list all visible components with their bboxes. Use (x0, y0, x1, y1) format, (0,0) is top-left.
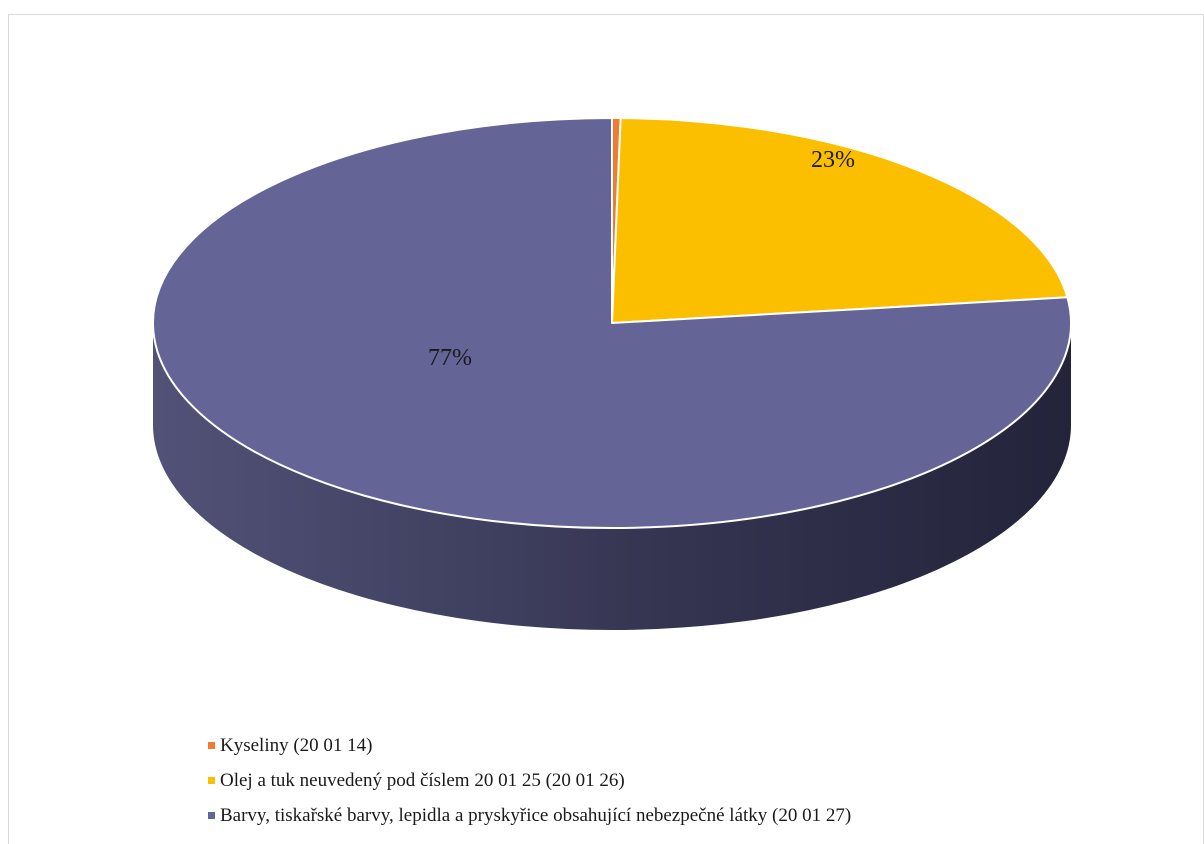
legend-swatch-kyseliny (208, 742, 215, 749)
legend-label-barvy: Barvy, tiskařské barvy, lepidla a prysky… (220, 804, 852, 826)
legend-label-kyseliny: Kyseliny (20 01 14) (220, 734, 373, 756)
legend-label-olej: Olej a tuk neuvedený pod číslem 20 01 25… (220, 769, 625, 791)
pie-top-slices (152, 116, 1072, 529)
legend-item-olej: Olej a tuk neuvedený pod číslem 20 01 25… (208, 763, 851, 798)
data-label-olej: 23% (811, 147, 855, 173)
legend-swatch-olej (208, 777, 215, 784)
pie-side-wall (153, 323, 1071, 630)
pie-side-barvy (153, 323, 1071, 630)
pie-slice-1 (611, 117, 1069, 324)
chart-legend: Kyseliny (20 01 14) Olej a tuk neuvedený… (208, 728, 851, 833)
pie-data-labels: 23% 77% (428, 147, 855, 371)
legend-item-barvy: Barvy, tiskařské barvy, lepidla a prysky… (208, 798, 851, 833)
pie-slice-2 (152, 117, 1072, 529)
data-label-barvy: 77% (428, 345, 472, 371)
legend-item-kyseliny: Kyseliny (20 01 14) (208, 728, 851, 763)
legend-swatch-barvy (208, 812, 215, 819)
